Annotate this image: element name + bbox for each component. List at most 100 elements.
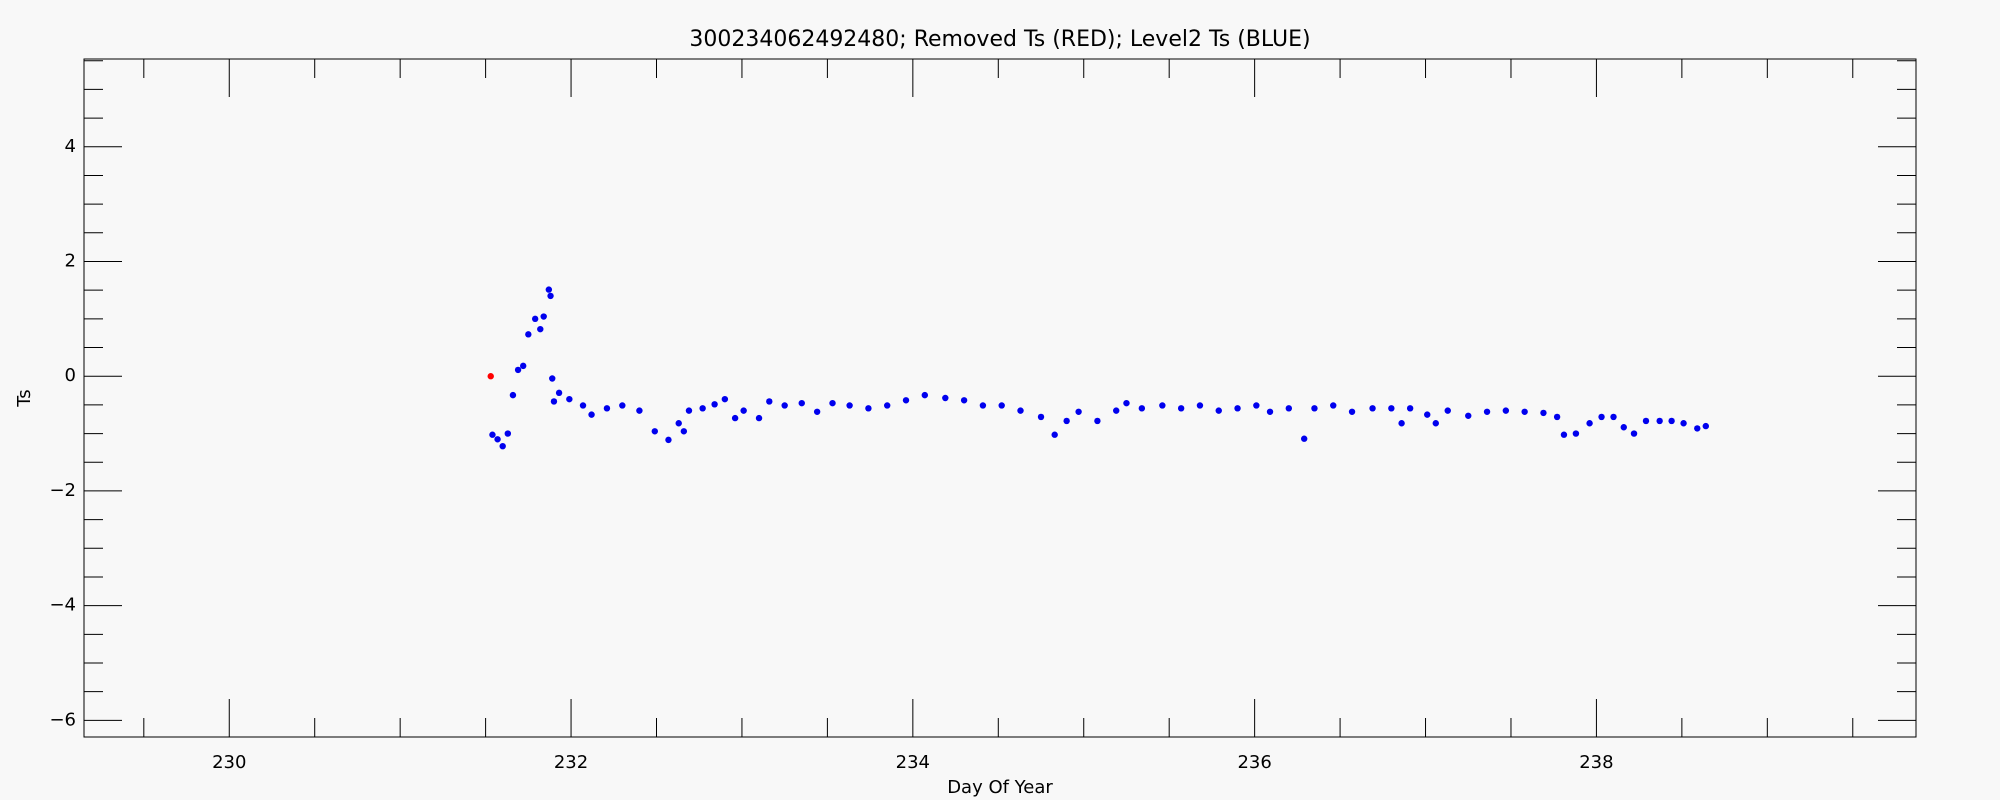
point <box>699 405 706 412</box>
point <box>711 401 718 408</box>
point <box>813 408 821 415</box>
point <box>1398 420 1405 427</box>
point <box>1285 405 1293 412</box>
point <box>1094 417 1101 425</box>
point <box>545 286 553 293</box>
point <box>509 391 517 399</box>
point <box>740 407 747 414</box>
y-tick-label: 2 <box>65 250 76 271</box>
point <box>685 407 693 414</box>
point <box>1424 411 1431 418</box>
point <box>499 442 506 450</box>
point <box>1483 408 1491 415</box>
x-tick-label: 230 <box>212 752 246 773</box>
point <box>829 399 836 407</box>
point <box>731 414 739 422</box>
point <box>680 428 688 435</box>
point <box>979 402 987 409</box>
point <box>884 402 891 409</box>
point <box>1037 413 1045 421</box>
point <box>865 405 872 412</box>
point <box>547 292 554 300</box>
point <box>1553 413 1561 421</box>
point <box>1432 420 1439 427</box>
y-axis-label: Ts <box>14 389 35 407</box>
plot-frame <box>83 58 1917 738</box>
point <box>579 402 587 409</box>
point <box>1253 402 1260 409</box>
x-tick-label: 236 <box>1237 752 1271 773</box>
point <box>588 411 595 418</box>
point <box>1113 407 1120 414</box>
point <box>504 430 512 437</box>
point <box>1610 413 1617 421</box>
point <box>1300 435 1308 442</box>
y-tick-label: 0 <box>65 365 76 386</box>
point <box>1311 405 1318 412</box>
point <box>1406 405 1414 412</box>
y-tick-label: −6 <box>49 709 76 730</box>
point <box>902 397 910 404</box>
point <box>1215 407 1222 414</box>
point <box>514 366 522 374</box>
point <box>555 389 563 397</box>
point <box>675 420 682 427</box>
x-tick-label: 238 <box>1579 752 1613 773</box>
point <box>1330 402 1337 409</box>
point <box>766 398 773 405</box>
point <box>1620 424 1627 431</box>
point <box>489 431 496 438</box>
point <box>721 395 729 403</box>
point <box>1680 420 1687 427</box>
point <box>537 325 544 333</box>
point <box>942 394 949 402</box>
x-tick-label: 232 <box>554 752 588 773</box>
point <box>1572 430 1580 437</box>
point <box>1502 407 1510 414</box>
point <box>1234 405 1241 412</box>
point <box>525 331 532 338</box>
point <box>1668 417 1675 425</box>
point <box>566 395 573 403</box>
point <box>520 362 527 370</box>
point <box>1138 405 1146 412</box>
point <box>1063 417 1070 425</box>
point <box>1630 430 1638 437</box>
point <box>487 373 494 380</box>
point <box>1465 412 1472 419</box>
point <box>1123 399 1130 407</box>
point <box>550 398 558 405</box>
point <box>1196 402 1204 409</box>
point <box>1266 408 1274 415</box>
chart-title: 300234062492480; Removed Ts (RED); Level… <box>689 27 1310 52</box>
point <box>619 402 626 409</box>
point <box>1656 417 1663 425</box>
point <box>1017 407 1024 414</box>
point <box>651 428 658 435</box>
point <box>531 315 539 323</box>
point <box>549 375 556 382</box>
point <box>921 391 929 399</box>
point <box>1444 407 1451 414</box>
point <box>1560 431 1568 438</box>
point <box>603 405 611 412</box>
point <box>1075 408 1082 415</box>
point <box>960 397 968 404</box>
point <box>1598 413 1605 421</box>
point <box>1642 417 1650 425</box>
point <box>998 402 1005 409</box>
point <box>1369 405 1376 412</box>
y-tick-label: 4 <box>65 136 76 157</box>
point <box>798 399 805 407</box>
point <box>494 436 501 443</box>
point <box>755 414 763 422</box>
point <box>1051 431 1058 438</box>
point <box>846 402 853 409</box>
point <box>781 402 788 409</box>
y-tick-label: −2 <box>49 480 76 501</box>
point <box>1159 402 1166 409</box>
point <box>665 436 672 444</box>
